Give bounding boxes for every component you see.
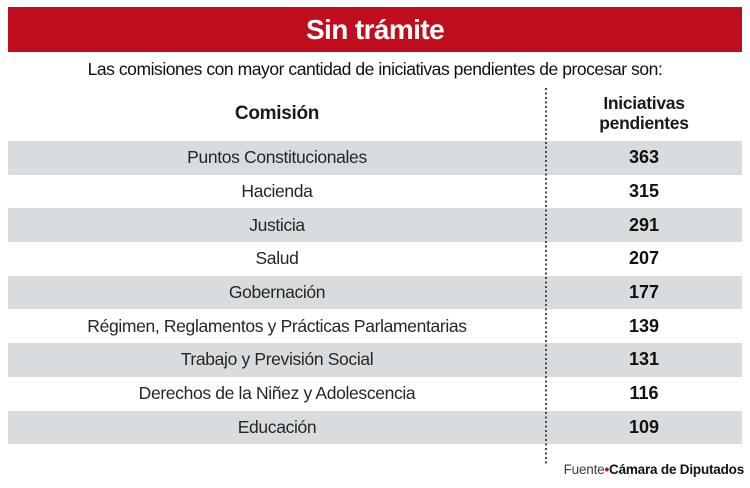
pending-initiatives-table: Comisión Iniciativas pendientes Puntos C… (8, 87, 742, 465)
commission-name-cell: Trabajo y Previsión Social (180, 349, 374, 370)
source-label: Fuente (563, 462, 605, 477)
commission-name-cell: Régimen, Reglamentos y Prácticas Parlame… (87, 315, 467, 336)
source-line: Fuente•Cámara de Diputados (563, 462, 745, 477)
table-row: Régimen, Reglamentos y Prácticas Parlame… (8, 309, 742, 343)
table-row: Trabajo y Previsión Social 131 (8, 343, 742, 377)
column-header-pendientes-wrap: Iniciativas pendientes (546, 94, 742, 133)
pending-count-cell: 177 (628, 282, 660, 303)
table-row: Salud 207 (8, 242, 742, 276)
table-row: Gobernación 177 (8, 275, 742, 310)
source-name: Cámara de Diputados (609, 462, 744, 477)
pending-count-cell: 131 (628, 349, 660, 370)
pending-count-cell: 109 (628, 416, 660, 437)
commission-name-cell: Hacienda (241, 181, 313, 202)
table-header-row: Comisión Iniciativas pendientes (8, 87, 742, 141)
table-body: Puntos Constitucionales 363 Hacienda 315… (8, 141, 742, 445)
pending-count-cell: 139 (628, 315, 660, 336)
table-row: Puntos Constitucionales 363 (8, 141, 742, 175)
column-divider-dotted-line (545, 88, 547, 465)
commission-name-cell: Puntos Constitucionales (187, 147, 367, 168)
source-bullet-icon: • (604, 462, 610, 477)
pending-count-cell: 116 (629, 383, 659, 404)
page-title: Sin trámite (305, 13, 445, 45)
commission-name-cell: Gobernación (228, 282, 326, 303)
commission-name-cell: Derechos de la Niñez y Adolescencia (138, 383, 416, 404)
table-row: Educación 109 (8, 410, 742, 445)
commission-name-cell: Justicia (249, 214, 305, 235)
pending-count-cell: 291 (628, 214, 660, 235)
commission-name-cell: Educación (237, 416, 317, 437)
subtitle: Las comisiones con mayor cantidad de ini… (87, 59, 663, 79)
commission-name-cell: Salud (255, 248, 299, 269)
table-row: Justicia 291 (8, 208, 742, 243)
column-header-comision: Comisión (234, 103, 320, 124)
table-row: Derechos de la Niñez y Adolescencia 116 (8, 377, 742, 411)
title-banner: Sin trámite (8, 7, 742, 52)
pending-count-cell: 207 (628, 248, 660, 269)
pending-count-cell: 315 (628, 181, 660, 202)
column-header-pendientes: Iniciativas pendientes (599, 93, 689, 133)
pending-count-cell: 363 (628, 147, 660, 168)
table-row: Hacienda 315 (8, 175, 742, 209)
